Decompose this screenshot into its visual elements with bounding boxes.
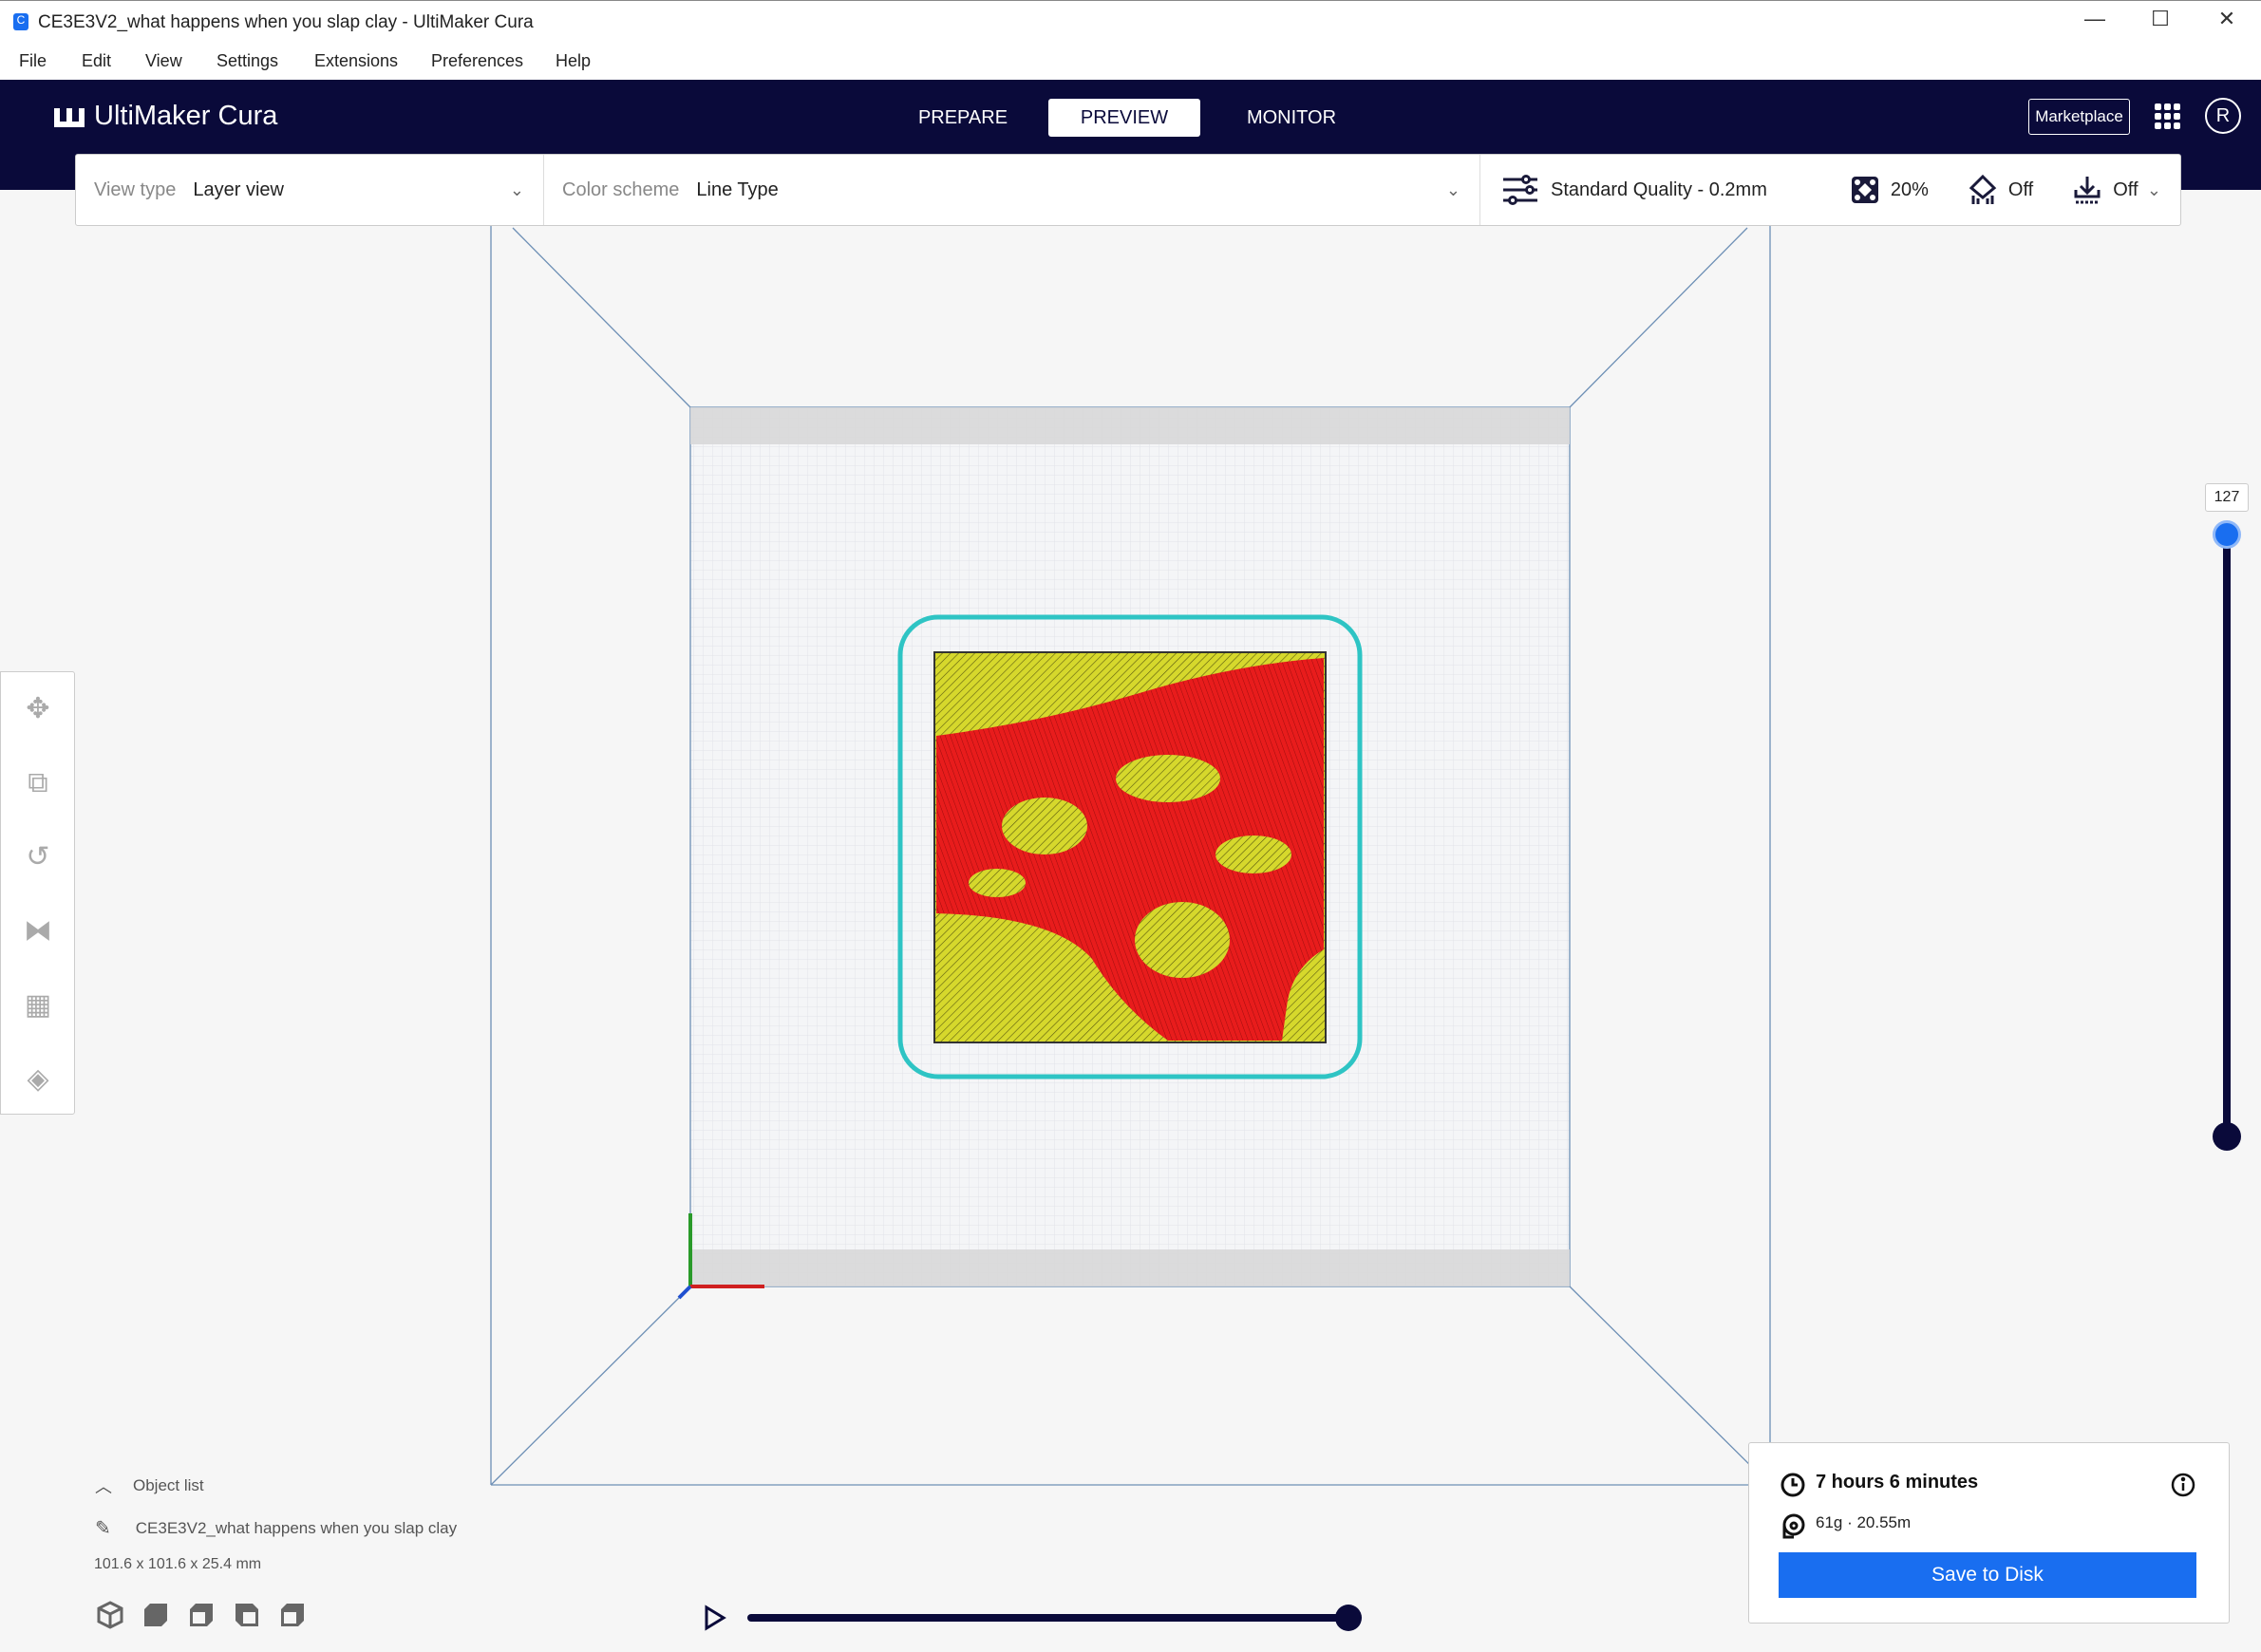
object-list-header: Object list: [133, 1476, 204, 1494]
axis-z: [677, 1285, 692, 1300]
clock-icon: [1781, 1473, 1805, 1497]
layer-number-label: 127: [2205, 483, 2249, 512]
quality-label: Standard Quality - 0.2mm: [1551, 178, 1767, 200]
logo-text: UltiMaker Cura: [94, 101, 278, 131]
window-title: CE3E3V2_what happens when you slap clay …: [38, 12, 534, 32]
view-toolbar: View type Layer view ⌄ Color scheme Line…: [75, 154, 2181, 226]
object-list-item[interactable]: ✎ CE3E3V2_what happens when you slap cla…: [95, 1516, 457, 1540]
scale-icon[interactable]: ⧉: [28, 767, 48, 798]
filament-spool-icon: [1782, 1513, 1805, 1539]
view-type-dropdown[interactable]: View type Layer view ⌄: [76, 155, 544, 225]
tab-monitor[interactable]: MONITOR: [1246, 106, 1337, 128]
menu-preferences[interactable]: Preferences: [431, 51, 524, 70]
build-volume-outline: [490, 226, 1771, 1486]
menu-help[interactable]: Help: [556, 51, 592, 70]
view-type-label: View type: [94, 178, 177, 200]
account-avatar[interactable]: R: [2205, 98, 2241, 134]
tab-preview[interactable]: PREVIEW: [1048, 99, 1200, 137]
color-scheme-dropdown[interactable]: Color scheme Line Type ⌄: [544, 155, 1480, 225]
color-scheme-label: Color scheme: [562, 178, 680, 200]
3d-view-icon[interactable]: [95, 1600, 125, 1630]
chevron-down-icon: ⌄: [2146, 179, 2161, 199]
skirt-outline: [897, 614, 1363, 1079]
pencil-icon: ✎: [95, 1518, 111, 1539]
sliced-model: [933, 651, 1327, 1043]
adhesion-icon: [2074, 177, 2101, 204]
layer-slider-upper-handle[interactable]: [2213, 520, 2241, 549]
support-value: Off: [2007, 178, 2034, 200]
menu-extensions[interactable]: Extensions: [314, 51, 399, 70]
menu-settings[interactable]: Settings: [217, 51, 279, 70]
move-icon[interactable]: ✥: [26, 693, 50, 724]
disallowed-area-top: [690, 407, 1570, 444]
infill-value: 20%: [1890, 178, 1929, 200]
play-icon[interactable]: [704, 1605, 726, 1631]
sliders-icon: [1503, 175, 1537, 205]
left-view-icon[interactable]: [232, 1600, 262, 1630]
mirror-icon[interactable]: ⧓: [24, 915, 52, 947]
menu-edit[interactable]: Edit: [82, 51, 112, 70]
maximize-button[interactable]: ☐: [2151, 7, 2170, 30]
ultimaker-logo-icon: [54, 107, 85, 127]
tab-prepare[interactable]: PREPARE: [917, 106, 1008, 128]
path-slider-track[interactable]: [747, 1614, 1348, 1622]
color-scheme-value: Line Type: [696, 178, 779, 200]
menu-view[interactable]: View: [145, 51, 182, 70]
info-icon[interactable]: [2170, 1472, 2196, 1498]
adhesion-value: Off: [2113, 178, 2139, 200]
save-to-disk-button[interactable]: Save to Disk: [1779, 1552, 2196, 1598]
layer-slider-track[interactable]: [2223, 534, 2231, 1136]
object-list-toggle[interactable]: ︿ Object list: [95, 1474, 204, 1498]
view-type-value: Layer view: [193, 178, 284, 200]
close-button[interactable]: ✕: [2217, 7, 2236, 30]
chevron-down-icon: ⌄: [1445, 179, 1460, 199]
menu-file[interactable]: File: [19, 51, 47, 70]
support-icon: [1969, 175, 1997, 204]
print-information-panel: 7 hours 6 minutes 61g · 20.55m Save to D…: [1748, 1442, 2230, 1624]
menu-bar: File Edit View Settings Extensions Prefe…: [0, 42, 2261, 80]
material-usage: 61g · 20.55m: [1816, 1513, 1912, 1531]
logo: UltiMaker Cura: [52, 101, 277, 132]
minimize-button[interactable]: —: [2084, 7, 2105, 30]
disallowed-area-bottom: [690, 1249, 1570, 1286]
object-dimensions: 101.6 x 101.6 x 25.4 mm: [94, 1556, 262, 1572]
infill-icon: [1851, 177, 1878, 203]
build-volume-viewport[interactable]: [0, 190, 2261, 1652]
tool-panel: ✥ ⧉ ↺ ⧓ ▦ ◈: [0, 671, 75, 1115]
marketplace-button[interactable]: Marketplace: [2028, 99, 2130, 135]
layer-slider-lower-handle[interactable]: [2213, 1122, 2241, 1151]
object-name: CE3E3V2_what happens when you slap clay: [135, 1518, 458, 1537]
front-view-icon[interactable]: [141, 1600, 171, 1630]
support-blocker-icon[interactable]: ◈: [27, 1063, 49, 1095]
chevron-down-icon: ⌄: [509, 179, 524, 199]
right-view-icon[interactable]: [277, 1600, 308, 1630]
per-model-settings-icon[interactable]: ▦: [24, 989, 52, 1021]
path-slider-handle[interactable]: [1335, 1605, 1362, 1631]
print-settings-button[interactable]: Standard Quality - 0.2mm 20% Off Off ⌄: [1480, 155, 2180, 225]
print-time: 7 hours 6 minutes: [1816, 1472, 1979, 1492]
rotate-icon[interactable]: ↺: [26, 841, 50, 873]
chevron-up-icon: ︿: [95, 1477, 112, 1496]
app-icon: C: [13, 13, 28, 30]
title-bar: C CE3E3V2_what happens when you slap cla…: [0, 0, 2261, 42]
top-view-icon[interactable]: [186, 1600, 217, 1630]
apps-grid-icon[interactable]: [2154, 103, 2182, 131]
